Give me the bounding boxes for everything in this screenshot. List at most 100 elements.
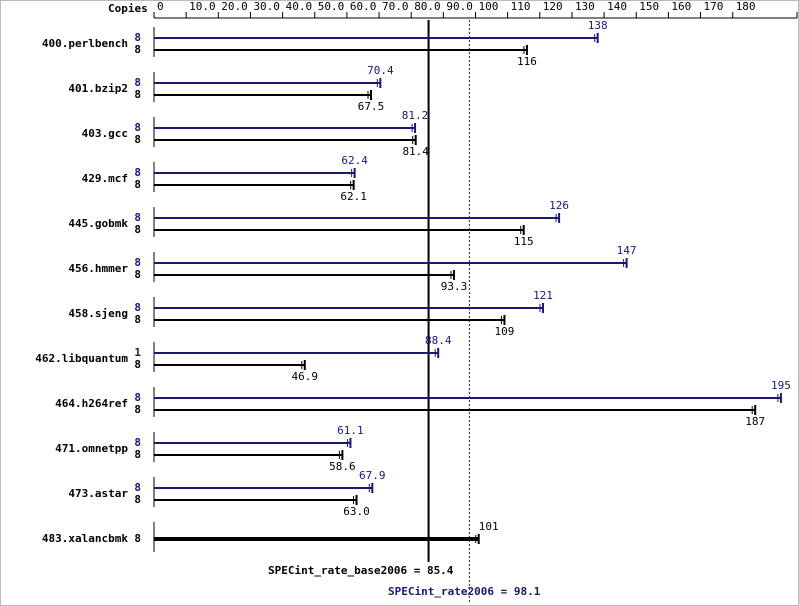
benchmark-label: 456.hmmer [68,262,128,275]
value-label: 61.1 [337,424,364,437]
benchmark-label: 462.libquantum [35,352,128,365]
bar [154,123,417,133]
benchmark-label: 483.xalancbmk [42,532,128,545]
value-label: 88.4 [425,334,452,347]
copies-label: 8 [134,178,141,191]
copies-label: 8 [134,268,141,281]
bar [154,45,528,55]
benchmark-label: 471.omnetpp [55,442,128,455]
value-label: 81.4 [402,145,429,158]
copies-label: 8 [134,301,141,314]
value-label: 62.4 [341,154,368,167]
x-tick-label: 90.0 [446,0,473,13]
bar [154,78,382,88]
value-label: 116 [517,55,537,68]
benchmark-label: 464.h264ref [55,397,128,410]
x-tick-label: 150 [639,0,659,13]
benchmark-label: 445.gobmk [68,217,128,230]
copies-label: 8 [134,31,141,44]
x-tick-label: 130 [575,0,595,13]
copies-label: 8 [134,166,141,179]
value-label: 195 [771,379,791,392]
copies-label: 8 [134,88,141,101]
x-tick-label: 100 [479,0,499,13]
x-tick-label: 40.0 [286,0,313,13]
value-label: 138 [588,19,608,32]
mean-label: SPECint_rate_base2006 = 85.4 [268,564,454,577]
value-label: 126 [549,199,569,212]
benchmark-label: 401.bzip2 [68,82,128,95]
benchmark-label: 400.perlbench [42,37,128,50]
value-label: 63.0 [343,505,370,518]
x-tick-label: 110 [511,0,531,13]
x-tick-label: 10.0 [189,0,216,13]
x-tick-label: 60.0 [350,0,377,13]
copies-label: 8 [134,121,141,134]
bar [154,495,358,505]
copies-label: 8 [134,76,141,89]
benchmark-label: 473.astar [68,487,128,500]
x-tick-label: 80.0 [414,0,441,13]
value-label: 62.1 [340,190,367,203]
bar [154,483,374,493]
copies-label: 8 [134,313,141,326]
bar [154,534,480,544]
x-tick-label: 20.0 [221,0,248,13]
value-label: 81.2 [402,109,429,122]
bar [154,393,782,403]
benchmark-label: 403.gcc [82,127,128,140]
bar [154,405,757,415]
bar [154,90,373,100]
x-tick-label: 140 [607,0,627,13]
value-label: 121 [533,289,553,302]
benchmark-label: 458.sjeng [68,307,128,320]
bar [154,303,545,313]
x-tick-label: 160 [671,0,691,13]
axis-label: Copies [108,2,148,15]
value-label: 67.5 [358,100,385,113]
copies-label: 8 [134,403,141,416]
x-tick-label: 120 [543,0,563,13]
copies-label: 8 [134,481,141,494]
x-tick-label: 170 [704,0,724,13]
value-label: 93.3 [441,280,468,293]
value-label: 58.6 [329,460,356,473]
copies-label: 8 [134,436,141,449]
copies-label: 8 [134,358,141,371]
bar [154,33,599,43]
value-label: 187 [745,415,765,428]
x-tick-label: 0 [157,0,164,13]
value-label: 109 [494,325,514,338]
x-tick-label: 70.0 [382,0,409,13]
value-label: 147 [617,244,637,257]
value-label: 67.9 [359,469,386,482]
value-label: 115 [514,235,534,248]
bar [154,450,344,460]
bar [154,360,306,370]
copies-label: 8 [134,43,141,56]
copies-label: 8 [134,223,141,236]
copies-label: 8 [134,448,141,461]
copies-label: 1 [134,346,141,359]
copies-label: 8 [134,211,141,224]
benchmark-label: 429.mcf [82,172,128,185]
bar [154,135,417,145]
mean-label: SPECint_rate2006 = 98.1 [388,585,541,598]
copies-label: 8 [134,256,141,269]
bar [154,168,356,178]
bar [154,438,352,448]
bar [154,270,455,280]
copies-label: 8 [134,493,141,506]
copies-label: 8 [134,133,141,146]
copies-label: 8 [134,391,141,404]
bar [154,180,355,190]
x-tick-label: 180 [736,0,756,13]
bar [154,348,440,358]
value-label: 70.4 [367,64,394,77]
bar [154,213,561,223]
value-label: 101 [479,520,499,533]
x-tick-label: 30.0 [253,0,280,13]
bar [154,258,628,268]
